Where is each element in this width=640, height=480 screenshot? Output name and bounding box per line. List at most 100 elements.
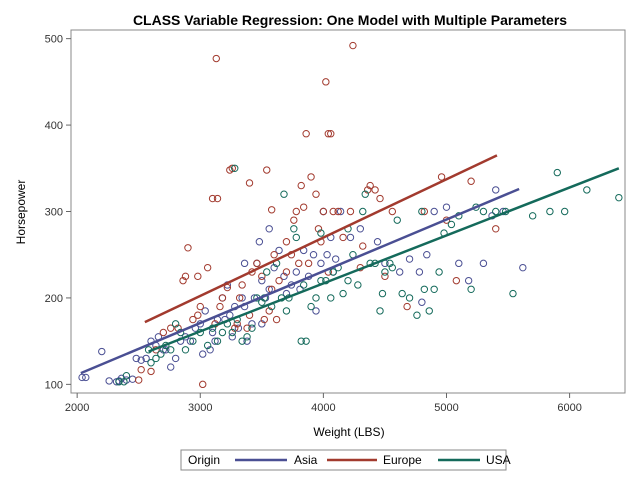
point-usa [329,268,337,276]
point-asia [132,354,140,363]
x-tick-label: 6000 [557,402,581,414]
point-europe [363,186,372,194]
point-asia [211,337,219,345]
y-tick-label: 500 [45,34,63,46]
point-asia [331,255,340,263]
point-europe [216,302,224,311]
point-europe [265,307,273,315]
point-usa [430,285,438,293]
point-europe [208,194,217,203]
point-europe [203,263,212,272]
point-europe [231,324,239,332]
point-asia [270,263,278,272]
point-europe [243,324,251,332]
point-europe [282,268,291,276]
point-asia [492,186,500,194]
point-usa [327,294,335,302]
point-usa [393,216,401,224]
point-usa [238,337,246,345]
plot-area-frame [70,29,626,394]
point-usa [492,207,500,216]
point-usa [258,298,266,306]
point-europe [270,251,278,259]
x-tick-label: 3000 [188,402,212,414]
point-usa [479,207,488,216]
point-europe [388,207,397,216]
point-europe [324,130,333,138]
point-usa [263,268,271,276]
point-europe [189,315,197,324]
point-asia [142,354,150,363]
point-asia [78,373,86,382]
point-asia [356,225,365,233]
point-europe [299,203,308,211]
point-usa [553,168,561,177]
legend-title: Origin [188,453,220,467]
point-usa [218,328,227,337]
fit-line-europe [144,154,498,324]
point-europe [228,164,236,172]
point-europe [245,179,254,187]
point-usa [467,285,475,293]
point-usa [546,207,554,216]
point-asia [430,207,438,216]
point-asia [312,307,320,315]
point-asia [423,251,431,259]
point-europe [235,294,244,302]
legend-label-europe: Europe [383,453,422,467]
point-asia [258,276,266,285]
point-europe [258,272,266,281]
point-asia [455,259,463,268]
point-usa [447,220,456,229]
point-usa [425,307,433,315]
point-usa [243,333,251,341]
point-asia [442,203,451,211]
point-asia [255,238,264,246]
point-europe [452,276,461,285]
fit-line-asia [80,187,520,375]
point-europe [167,324,175,332]
point-usa [376,307,384,315]
point-usa [171,320,180,328]
point-europe [349,41,357,50]
point-usa [413,311,421,319]
point-asia [206,346,214,354]
point-europe [329,207,337,216]
point-asia [228,333,236,341]
x-tick-label: 5000 [434,402,458,414]
point-usa [386,259,394,268]
point-usa [189,337,197,345]
point-asia [275,246,283,255]
point-usa [147,359,155,367]
point-asia [280,272,288,281]
point-usa [418,207,426,216]
legend-item-usa: USA [438,453,511,467]
point-europe [260,315,268,324]
point-asia [309,251,318,259]
point-asia [265,285,273,293]
point-asia [238,294,246,302]
point-europe [302,130,310,138]
point-usa [297,337,305,345]
point-usa [420,285,429,293]
point-europe [212,54,220,63]
point-asia [199,350,207,358]
point-europe [304,259,313,268]
point-asia [171,354,180,363]
point-europe [420,207,429,216]
point-usa [317,229,325,237]
point-europe [322,78,330,86]
point-usa [435,268,443,276]
point-asia [317,259,325,268]
point-usa [213,337,222,345]
point-asia [162,346,170,354]
point-asia [292,268,300,276]
point-usa [290,225,298,233]
x-tick-label: 2000 [65,402,89,414]
point-europe [359,242,367,250]
point-europe [381,272,389,281]
point-usa [181,346,190,354]
point-usa [388,263,397,272]
point-europe [319,207,328,216]
point-asia [346,233,355,242]
